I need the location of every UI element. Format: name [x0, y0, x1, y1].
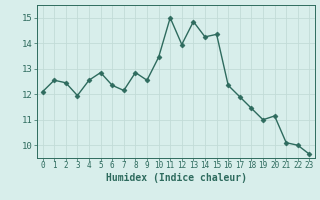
X-axis label: Humidex (Indice chaleur): Humidex (Indice chaleur) — [106, 173, 246, 183]
